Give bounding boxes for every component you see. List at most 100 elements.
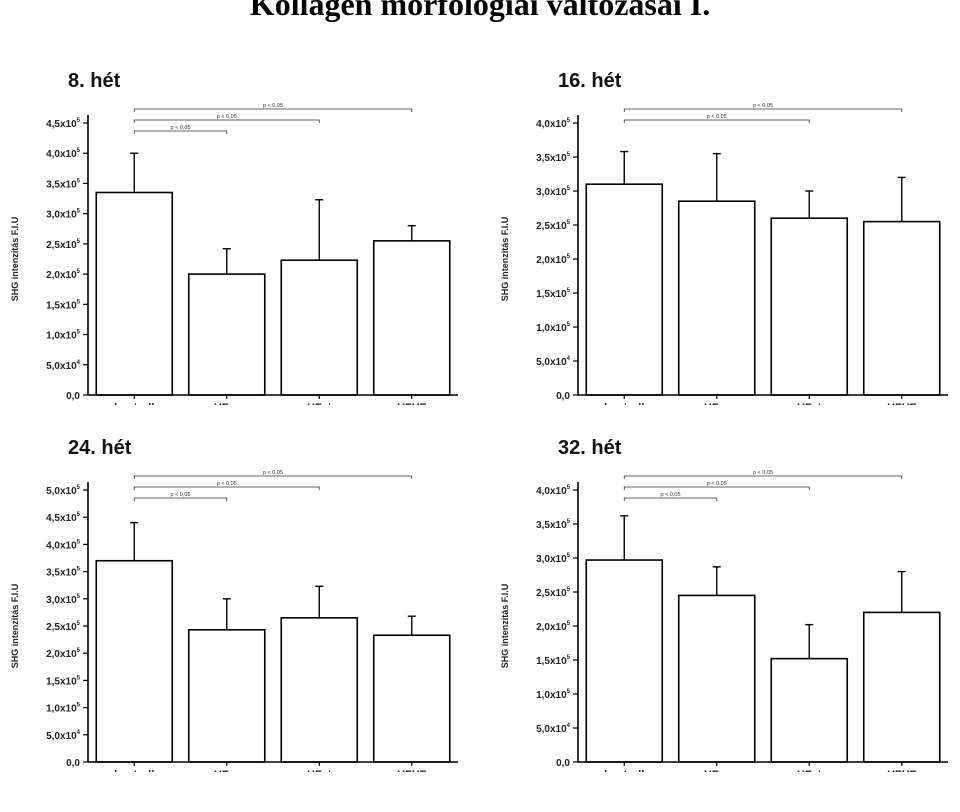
- chart-title: 32. hét: [558, 437, 622, 459]
- bar-hfru: [677, 200, 756, 396]
- significance-bracket: [133, 475, 413, 479]
- chart-panel-week-8: 8. hét SHG intenzitás F.I.U 0,0 5,0x104 1,0x…: [0, 65, 470, 445]
- y-tick-label: 4,0x105: [46, 539, 81, 551]
- y-tick-label: 3,0x105: [536, 553, 571, 565]
- significance-bracket: [623, 497, 718, 501]
- y-tick-label: 2,0x105: [46, 648, 81, 660]
- significance-bracket: [623, 119, 810, 123]
- significance-label: p < 0,05: [263, 103, 283, 109]
- significance-bracket: [133, 497, 228, 501]
- y-tick-label: 5,0x104: [46, 730, 81, 742]
- y-tick-label: 0,0: [556, 391, 570, 402]
- x-tick-label: HFat: [797, 769, 822, 772]
- y-tick-label: 5,0x104: [46, 360, 81, 372]
- bar-hfat: [770, 217, 849, 396]
- significance-label: p < 0,05: [753, 103, 773, 109]
- y-tick-label: 1,5x105: [46, 675, 81, 687]
- main-title: Kollagén morfológiai változásai I.: [249, 0, 711, 22]
- y-tick-label: 2,0x105: [536, 621, 571, 633]
- x-tick-label: HFHF: [397, 769, 427, 772]
- x-tick-label: kontroll: [604, 402, 644, 405]
- significance-bracket: [133, 486, 320, 490]
- y-tick-label: 4,0x105: [536, 485, 571, 497]
- y-tick-label: 0,0: [66, 391, 80, 402]
- y-tick-label: 0,0: [556, 758, 570, 769]
- x-tick-label: HFru: [214, 402, 240, 405]
- y-tick-label: 2,0x105: [46, 269, 81, 281]
- y-tick-label: 5,0x104: [536, 723, 571, 735]
- y-tick-label: 3,0x105: [536, 186, 571, 198]
- y-tick-label: 1,5x105: [46, 299, 81, 311]
- x-tick-label: HFHF: [887, 769, 917, 772]
- chart-panel-week-32: 32. hét SHG intenzitás F.I.U 0,0 5,0x104 1,0…: [490, 432, 960, 812]
- bar-hfhf: [372, 634, 451, 763]
- chart-title: 16. hét: [558, 70, 622, 92]
- y-tick-label: 4,0x105: [536, 118, 571, 130]
- significance-bracket: [623, 108, 903, 112]
- y-tick-label: 0,0: [66, 758, 80, 769]
- x-tick-label: HFat: [307, 769, 332, 772]
- significance-bracket: [133, 108, 413, 112]
- y-axis-label: SHG intenzitás F.I.U: [500, 584, 510, 669]
- bar-hfru: [187, 629, 266, 763]
- y-axis-label: SHG intenzitás F.I.U: [500, 217, 510, 302]
- bar-kontroll: [585, 183, 664, 396]
- significance-bracket: [623, 486, 810, 490]
- chart-panel-week-24: 24. hét SHG intenzitás F.I.U 0,0 5,0x104 1,0…: [0, 432, 470, 812]
- bar-hfhf: [862, 220, 941, 396]
- y-tick-label: 4,5x105: [46, 512, 81, 524]
- chart-svg: 32. hét SHG intenzitás F.I.U 0,0 5,0x104 1,0…: [500, 437, 948, 772]
- chart-svg: 16. hét SHG intenzitás F.I.U 0,0 5,0x104 1,0…: [500, 70, 948, 405]
- significance-label: p < 0,05: [217, 481, 237, 487]
- bar-kontroll: [585, 559, 664, 763]
- chart-panel-week-16: 16. hét SHG intenzitás F.I.U 0,0 5,0x104 1,0…: [490, 65, 960, 445]
- y-tick-label: 1,0x105: [536, 689, 571, 701]
- significance-label: p < 0,05: [753, 470, 773, 476]
- x-tick-label: kontroll: [114, 402, 154, 405]
- significance-bracket: [133, 119, 320, 123]
- significance-label: p < 0,05: [170, 125, 190, 131]
- significance-label: p < 0,05: [217, 114, 237, 120]
- bar-hfat: [280, 259, 359, 396]
- x-tick-label: HFru: [704, 769, 730, 772]
- bar-kontroll: [95, 559, 174, 763]
- chart-title: 24. hét: [68, 437, 132, 459]
- chart-title: 8. hét: [68, 70, 121, 92]
- y-tick-label: 1,0x105: [536, 322, 571, 334]
- significance-bracket: [623, 475, 903, 479]
- x-tick-label: HFru: [214, 769, 240, 772]
- bar-kontroll: [95, 191, 174, 396]
- significance-bracket: [133, 130, 228, 134]
- bar-hfat: [280, 617, 359, 763]
- significance-label: p < 0,05: [660, 492, 680, 498]
- y-tick-label: 3,5x105: [536, 152, 571, 164]
- y-tick-label: 1,0x105: [46, 703, 81, 715]
- significance-label: p < 0,05: [707, 114, 727, 120]
- y-axis-label: SHG intenzitás F.I.U: [10, 217, 20, 302]
- y-tick-label: 4,0x105: [46, 148, 81, 160]
- significance-label: p < 0,05: [707, 481, 727, 487]
- bar-hfhf: [862, 611, 941, 763]
- y-tick-label: 2,0x105: [536, 254, 571, 266]
- y-tick-label: 3,0x105: [46, 209, 81, 221]
- x-tick-label: HFHF: [887, 402, 917, 405]
- chart-svg: 24. hét SHG intenzitás F.I.U 0,0 5,0x104 1,0…: [10, 437, 458, 772]
- y-tick-label: 5,0x104: [536, 356, 571, 368]
- y-tick-label: 1,0x105: [46, 330, 81, 342]
- chart-svg: 8. hét SHG intenzitás F.I.U 0,0 5,0x104 1,0x…: [10, 70, 458, 405]
- y-tick-label: 1,5x105: [536, 655, 571, 667]
- bar-hfat: [770, 657, 849, 763]
- x-tick-label: HFHF: [397, 402, 427, 405]
- bar-hfru: [187, 273, 266, 396]
- significance-label: p < 0,05: [263, 470, 283, 476]
- y-axis-label: SHG intenzitás F.I.U: [10, 584, 20, 669]
- y-tick-label: 3,5x105: [46, 178, 81, 190]
- y-tick-label: 2,5x105: [46, 621, 81, 633]
- y-tick-label: 1,5x105: [536, 288, 571, 300]
- y-tick-label: 4,5x105: [46, 118, 81, 130]
- bar-hfru: [677, 594, 756, 763]
- y-tick-label: 2,5x105: [536, 587, 571, 599]
- y-tick-label: 2,5x105: [46, 239, 81, 251]
- y-tick-label: 3,0x105: [46, 594, 81, 606]
- x-tick-label: HFat: [307, 402, 332, 405]
